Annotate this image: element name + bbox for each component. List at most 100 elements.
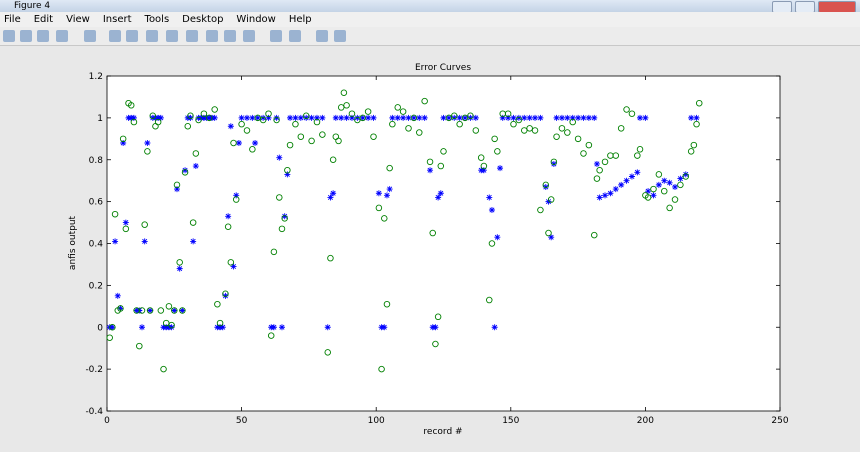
star-marker [400,114,407,121]
circle-marker [634,152,641,159]
window-title: Figure 4 [14,1,51,11]
toolbar-button[interactable] [334,30,346,42]
star-marker [564,114,571,121]
menu-item[interactable]: File [4,14,21,25]
toolbar-button[interactable] [126,30,138,42]
star-marker [308,114,315,121]
star-marker [462,114,469,121]
toolbar-button[interactable] [146,30,158,42]
circle-marker [671,196,679,203]
toolbar-button[interactable] [186,30,198,42]
toolbar-button[interactable] [56,30,68,42]
star-marker [222,292,229,299]
toolbar-button[interactable] [166,30,178,42]
star-marker [421,114,428,121]
menu-item[interactable]: View [66,14,90,25]
toolbar-button[interactable] [109,30,121,42]
toolbar-button[interactable] [3,30,15,42]
star-marker [623,177,630,184]
star-marker [276,154,283,161]
star-marker [319,114,326,121]
star-marker [227,123,234,130]
circle-marker [117,305,124,312]
circle-marker [138,307,146,314]
circle-marker [302,112,310,120]
toolbar-button[interactable] [37,30,49,42]
x-axis-label: record # [423,427,462,437]
circle-marker [421,97,428,105]
star-marker [114,292,121,299]
circle-marker [230,139,237,147]
y-tick-label: 0 [97,323,103,333]
star-marker [494,234,501,241]
toolbar-button[interactable] [224,30,236,42]
circle-marker [596,166,603,174]
circle-marker [337,104,345,111]
toolbar-button[interactable] [206,30,218,42]
toolbar-button[interactable] [316,30,328,42]
x-tick-label: 50 [236,416,248,426]
star-marker [192,163,199,170]
circle-marker [176,259,183,266]
circle-marker [477,154,485,161]
menu-item[interactable]: Desktop [182,14,224,25]
circle-marker [222,290,229,298]
star-marker [593,160,600,167]
circle-marker [682,173,690,180]
menu-item[interactable]: Tools [144,14,170,25]
circle-marker [432,340,439,348]
circle-marker [693,120,700,128]
star-marker [618,181,625,188]
menu-bar: File Edit View Insert Tools Desktop Window Help [0,12,860,27]
y-axis-label: anfis output [68,215,78,270]
circle-marker [130,118,138,126]
circle-marker [437,162,445,170]
circle-marker [378,365,385,373]
menu-item[interactable]: Help [288,14,312,25]
circle-marker [486,296,493,304]
star-marker [672,183,679,190]
circle-marker [286,141,294,149]
toolbar-button[interactable] [20,30,32,42]
circle-marker [623,106,630,113]
circle-marker [141,221,148,228]
circle-marker [601,158,609,166]
star-marker [173,186,180,193]
menu-item[interactable]: Window [236,14,276,25]
circle-marker [276,194,283,201]
circle-marker [394,104,401,111]
star-marker [602,192,609,199]
toolbar-button[interactable] [289,30,301,42]
star-marker [273,114,280,121]
circle-marker [224,223,232,230]
circle-marker [426,158,434,166]
toolbar-button[interactable] [243,30,255,42]
circle-marker [109,324,116,331]
circle-marker [690,141,698,149]
toolbar-button[interactable] [84,30,96,42]
y-tick-label: 1.2 [89,72,103,82]
star-marker [332,114,339,121]
circle-marker [216,319,224,327]
circle-marker [335,137,342,145]
star-marker [182,167,189,174]
circle-marker [354,116,361,124]
circle-marker [200,110,208,117]
star-marker [642,114,649,121]
toolbar-button[interactable] [270,30,282,42]
circle-marker [154,118,162,126]
star-marker [130,114,137,121]
circle-marker [558,125,566,132]
circle-marker [173,181,181,189]
circle-marker [644,194,652,201]
star-marker [553,114,560,121]
star-marker [650,192,657,199]
circle-marker [146,307,154,314]
star-marker [233,192,240,199]
circle-marker [270,248,278,256]
star-marker [432,324,439,331]
menu-item[interactable]: Edit [33,14,54,25]
star-marker [219,324,226,331]
circle-marker [329,156,337,163]
menu-item[interactable]: Insert [102,14,132,25]
